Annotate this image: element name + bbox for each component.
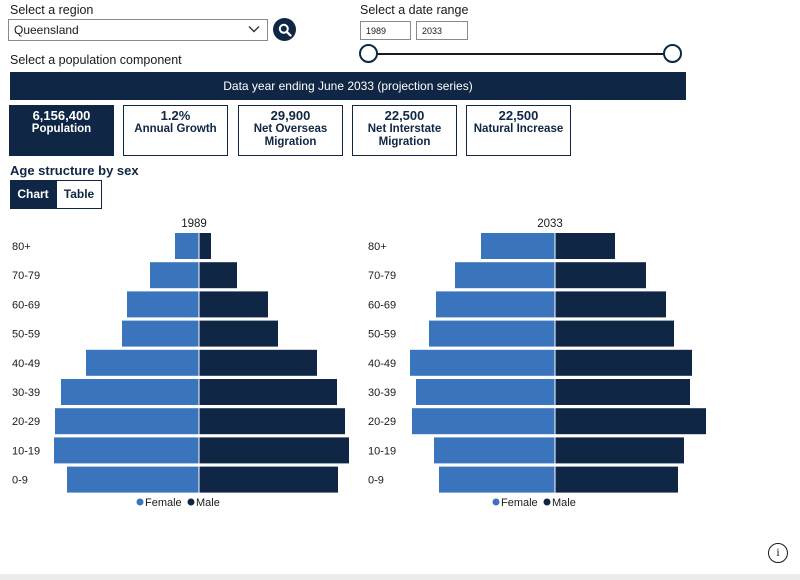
age-group-label: 0-9: [368, 475, 384, 487]
kpi-natural-increase-button[interactable]: 22,500 Natural Increase: [466, 105, 571, 156]
male-bar: [555, 466, 678, 493]
kpi-name: Annual Growth: [134, 123, 217, 135]
male-bar: [199, 466, 338, 493]
male-bar: [555, 320, 674, 347]
pyramid-title: 2033: [537, 218, 563, 230]
legend-male-label: Male: [196, 497, 220, 509]
female-bar: [55, 408, 199, 435]
age-group-label: 60-69: [368, 299, 396, 311]
age-group-label: 40-49: [12, 358, 40, 370]
data-year-banner: Data year ending June 2033 (projection s…: [10, 72, 686, 100]
female-bar: [61, 379, 199, 405]
kpi-net-interstate-migration-button[interactable]: 22,500 Net Interstate Migration: [352, 105, 457, 156]
female-bar: [434, 437, 555, 464]
male-bar: [199, 320, 278, 347]
date-slider-track[interactable]: [368, 53, 673, 55]
male-bar: [555, 262, 646, 289]
female-bar: [67, 466, 199, 493]
age-group-label: 50-59: [368, 329, 396, 341]
kpi-value: 1.2%: [160, 108, 191, 123]
age-group-label: 20-29: [12, 416, 40, 428]
female-bar: [439, 466, 555, 493]
female-bar: [436, 291, 555, 318]
date-start-input[interactable]: 1989: [360, 21, 411, 40]
section-title: Age structure by sex: [10, 163, 139, 178]
chevron-down-icon: [247, 22, 261, 36]
region-select-value: Queensland: [14, 23, 79, 37]
age-group-label: 50-59: [12, 329, 40, 341]
female-bar: [86, 349, 199, 376]
tab-chart[interactable]: Chart: [10, 180, 56, 209]
kpi-name: Population: [31, 123, 92, 135]
age-group-label: 30-39: [368, 387, 396, 399]
female-bar: [127, 291, 199, 318]
kpi-population-button[interactable]: 6,156,400 Population: [9, 105, 114, 156]
date-end-input[interactable]: 2033: [416, 21, 468, 40]
legend-female-swatch: [136, 498, 144, 506]
female-bar: [481, 233, 555, 259]
date-range-label: Select a date range: [360, 3, 469, 17]
female-bar: [54, 437, 199, 464]
male-bar: [555, 233, 615, 259]
female-bar: [455, 262, 555, 289]
age-structure-chart: 1989 80+ 70-79 60-69 50-59 40-49 30-39 20-29 10-…: [12, 218, 706, 509]
age-group-label: 20-29: [368, 416, 396, 428]
male-bar: [199, 408, 345, 435]
male-bar: [199, 349, 317, 376]
kpi-name: Net Interstate Migration: [367, 123, 442, 148]
pyramid-title: 1989: [181, 218, 207, 230]
date-slider-start-handle[interactable]: [359, 44, 378, 63]
kpi-value: 29,900: [270, 108, 311, 123]
kpi-name: Net Overseas Migration: [253, 123, 328, 148]
male-bar: [555, 349, 692, 376]
region-select[interactable]: Queensland: [8, 19, 268, 41]
component-label: Select a population component: [10, 53, 182, 67]
age-group-label: 10-19: [12, 445, 40, 457]
tab-table[interactable]: Table: [56, 180, 102, 209]
female-bar: [416, 379, 555, 405]
info-icon[interactable]: i: [768, 543, 788, 563]
female-bar: [150, 262, 199, 289]
kpi-value: 6,156,400: [32, 108, 91, 123]
male-bar: [199, 437, 349, 464]
legend-male-swatch: [543, 498, 551, 506]
male-bar: [199, 291, 268, 318]
legend-male-swatch: [187, 498, 195, 506]
age-group-label: 0-9: [12, 475, 28, 487]
female-bar: [122, 320, 199, 347]
age-group-label: 80+: [368, 241, 387, 253]
age-group-label: 40-49: [368, 358, 396, 370]
male-bar: [555, 408, 706, 435]
female-bar: [412, 408, 555, 435]
date-slider-end-handle[interactable]: [663, 44, 682, 63]
age-group-label: 80+: [12, 241, 31, 253]
legend-female-label: Female: [501, 497, 538, 509]
age-group-label: 10-19: [368, 445, 396, 457]
male-bar: [555, 291, 666, 318]
male-bar: [555, 379, 690, 405]
male-bar: [199, 379, 337, 405]
legend-female-label: Female: [145, 497, 182, 509]
female-bar: [175, 233, 199, 259]
age-group-label: 60-69: [12, 299, 40, 311]
age-group-label: 70-79: [368, 270, 396, 282]
female-bar: [410, 349, 555, 376]
male-bar: [199, 233, 211, 259]
legend-female-swatch: [492, 498, 500, 506]
legend-male-label: Male: [552, 497, 576, 509]
male-bar: [555, 437, 684, 464]
kpi-value: 22,500: [498, 108, 539, 123]
age-group-label: 30-39: [12, 387, 40, 399]
kpi-annual-growth-button[interactable]: 1.2% Annual Growth: [123, 105, 228, 156]
kpi-net-overseas-migration-button[interactable]: 29,900 Net Overseas Migration: [238, 105, 343, 156]
kpi-name: Natural Increase: [473, 123, 564, 135]
bottom-scrollbar: [0, 574, 800, 580]
kpi-value: 22,500: [384, 108, 425, 123]
region-label: Select a region: [10, 3, 94, 17]
search-button[interactable]: [273, 18, 296, 41]
male-bar: [199, 262, 237, 289]
age-group-label: 70-79: [12, 270, 40, 282]
female-bar: [429, 320, 555, 347]
